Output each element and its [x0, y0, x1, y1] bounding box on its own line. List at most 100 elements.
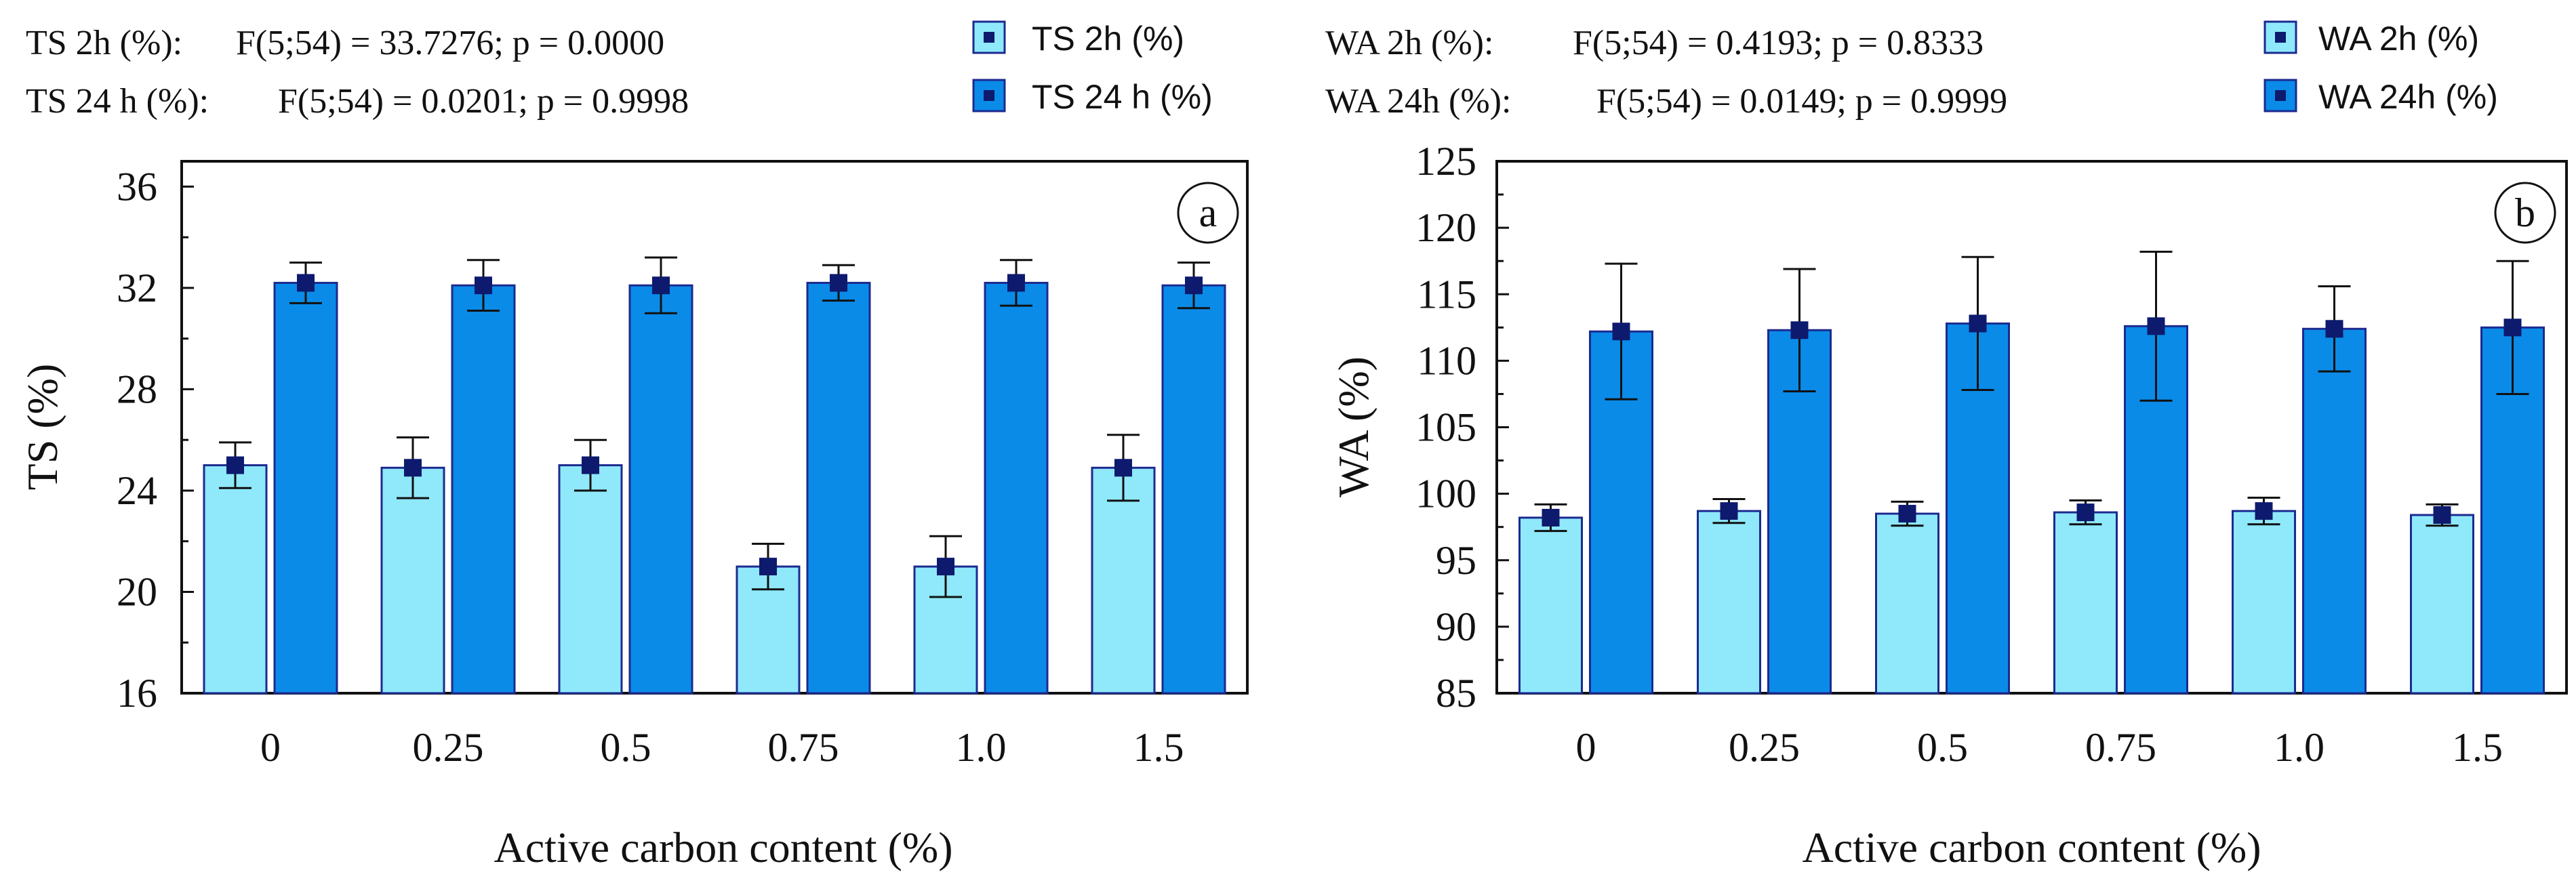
legend-marker-wa-24h [2275, 90, 2286, 101]
x-tick-label: 0.25 [1729, 725, 1800, 770]
x-tick-label: 1.0 [956, 725, 1007, 770]
stat-value-ts-2h: F(5;54) = 33.7276; p = 0.0000 [236, 24, 664, 62]
y-tick-label: 20 [117, 569, 157, 614]
x-ticks-b: 0 0.25 0.5 0.75 1.0 1.5 [1576, 725, 2503, 770]
y-axis-label-b: WA (%) [1329, 356, 1377, 497]
legend-b: WA 2h (%) WA 24h (%) [2263, 20, 2498, 116]
stat-label-ts-2h: TS 2h (%): [26, 24, 182, 62]
bars-a [203, 256, 1226, 695]
legend-marker-ts-24h [984, 90, 994, 101]
mean-marker [1612, 323, 1630, 341]
mean-marker [652, 276, 670, 295]
mean-marker [830, 274, 847, 292]
mean-marker [937, 558, 954, 576]
y-axis-label-a: TS (%) [18, 364, 66, 491]
mean-marker [759, 558, 777, 576]
y-ticks-a: 16 20 24 28 32 36 [117, 164, 194, 716]
y-tick-label: 36 [117, 164, 157, 209]
bar-ts-24-h-cat-3 [806, 281, 871, 695]
y-tick-label: 115 [1417, 272, 1476, 316]
legend-label-wa-2h: WA 2h (%) [2318, 20, 2479, 58]
bar-ts-24-h-cat-2 [628, 284, 693, 695]
x-ticks-a: 0 0.25 0.5 0.75 1.0 1.5 [260, 725, 1184, 770]
legend-label-ts-2h: TS 2h (%) [1032, 20, 1184, 58]
y-tick-label: 120 [1415, 205, 1476, 250]
bars-b [1518, 250, 2545, 695]
bar-ts-24-h-cat-1 [451, 284, 516, 695]
mean-marker [2147, 317, 2165, 335]
stat-label-wa-24h: WA 24h (%): [1325, 82, 1511, 121]
y-tick-label: 28 [117, 367, 157, 411]
mean-marker [582, 456, 599, 474]
bar-wa-2h-cat-0 [1518, 516, 1583, 695]
legend-label-wa-24h: WA 24h (%) [2318, 78, 2498, 116]
mean-marker [1007, 274, 1025, 292]
stat-value-wa-24h: F(5;54) = 0.0149; p = 0.9999 [1596, 82, 2007, 121]
y-tick-label: 90 [1436, 604, 1476, 649]
mean-marker [1114, 459, 1132, 477]
legend-marker-ts-2h [984, 32, 994, 43]
x-tick-label: 1.5 [2452, 725, 2503, 770]
x-tick-label: 0.5 [1917, 725, 1968, 770]
y-tick-label: 105 [1415, 405, 1476, 450]
stat-value-ts-24h: F(5;54) = 0.0201; p = 0.9998 [278, 82, 689, 121]
x-axis-label-a: Active carbon content (%) [494, 823, 952, 871]
mean-marker [2325, 320, 2343, 338]
bar-wa-2h-cat-4 [2232, 510, 2296, 695]
x-tick-label: 1.5 [1133, 725, 1184, 770]
bar-wa-24h-cat-4 [2302, 327, 2367, 695]
panel-letter-a: a [1199, 190, 1217, 235]
x-axis-label-b: Active carbon content (%) [1802, 823, 2261, 871]
legend-a: TS 2h (%) TS 24 h (%) [972, 20, 1213, 116]
y-tick-label: 24 [117, 468, 157, 513]
mean-marker [1969, 314, 1987, 333]
mean-marker [475, 276, 492, 295]
bar-ts-24-h-cat-4 [984, 281, 1049, 695]
bar-wa-2h-cat-5 [2410, 514, 2474, 695]
y-tick-label: 110 [1417, 338, 1476, 383]
mean-marker [1720, 502, 1738, 520]
mean-marker [2076, 503, 2095, 522]
stat-label-ts-24h: TS 24 h (%): [26, 82, 209, 121]
legend-label-ts-24h: TS 24 h (%) [1032, 78, 1213, 116]
legend-swatch-ts-2h [972, 20, 1006, 54]
mean-marker [1542, 508, 1560, 527]
mean-marker [2433, 506, 2451, 524]
x-tick-label: 0.75 [768, 725, 839, 770]
mean-marker [2503, 318, 2522, 337]
plot-frame-a [180, 160, 1249, 695]
y-tick-label: 95 [1436, 538, 1476, 583]
y-tick-label: 32 [117, 266, 157, 310]
plot-frame-b [1495, 160, 2568, 695]
x-tick-label: 0 [260, 725, 281, 770]
panel-a: TS 2h (%): F(5;54) = 33.7276; p = 0.0000… [18, 20, 1249, 871]
mean-marker [297, 274, 315, 292]
panel-letter-b: b [2515, 190, 2535, 235]
bar-ts-2h-cat-0 [203, 464, 268, 695]
bar-ts-2h-cat-2 [558, 464, 623, 695]
bar-ts-2h-cat-5 [1091, 466, 1156, 695]
x-tick-label: 0.75 [2085, 725, 2156, 770]
mean-marker [1185, 276, 1203, 295]
bar-ts-24-h-cat-5 [1161, 284, 1226, 695]
x-tick-label: 0 [1576, 725, 1596, 770]
panel-b: WA 2h (%): F(5;54) = 0.4193; p = 0.8333 … [1325, 20, 2568, 871]
x-tick-label: 0.25 [413, 725, 484, 770]
mean-marker [1898, 505, 1916, 523]
mean-marker [1790, 321, 1809, 339]
mean-marker [2255, 502, 2273, 520]
y-tick-label: 100 [1415, 472, 1476, 516]
bar-ts-2h-cat-1 [380, 466, 445, 695]
bar-wa-2h-cat-3 [2053, 511, 2118, 695]
stat-label-wa-2h: WA 2h (%): [1325, 24, 1493, 62]
bar-wa-2h-cat-2 [1875, 512, 1939, 695]
x-tick-label: 0.5 [601, 725, 651, 770]
stat-value-wa-2h: F(5;54) = 0.4193; p = 0.8333 [1573, 24, 1984, 62]
y-tick-label: 16 [117, 671, 157, 716]
panel-letter-circle-a [1177, 182, 1239, 244]
mean-marker [226, 456, 244, 474]
legend-marker-wa-2h [2275, 32, 2286, 43]
y-tick-label: 125 [1415, 139, 1476, 184]
bar-wa-2h-cat-1 [1697, 510, 1761, 695]
